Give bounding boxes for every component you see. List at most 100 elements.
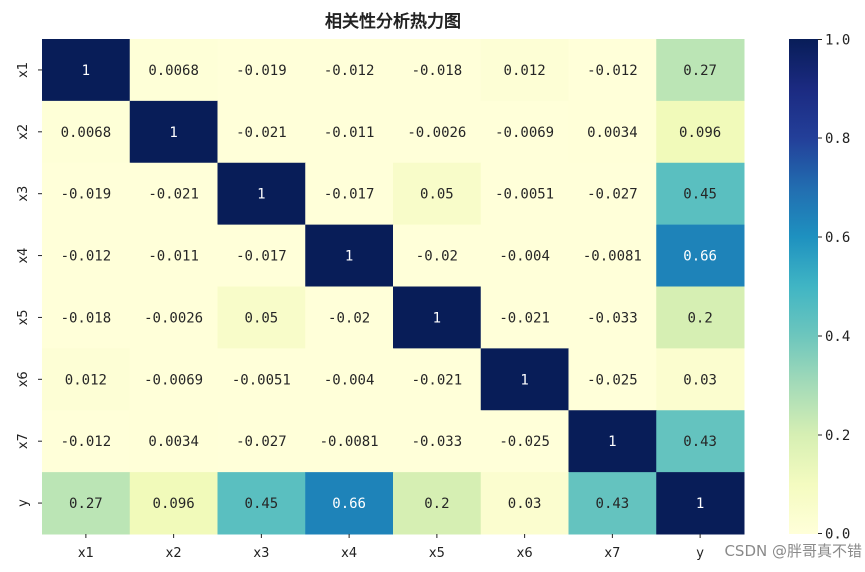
heatmap-cell: [217, 472, 306, 535]
cell-value-label: 0.0034: [587, 125, 638, 141]
cell-value-label: -0.0081: [583, 249, 642, 265]
cell-value-label: 1: [257, 187, 265, 203]
cell-value-label: -0.0069: [495, 125, 554, 141]
cell-value-label: 0.0034: [148, 434, 199, 450]
cell-value-label: -0.012: [61, 249, 112, 265]
heatmap-grid: 1 0.0068 -0.019 -0.012 -0.018 0.012 -0.012 0.27…: [42, 39, 745, 535]
heatmap-cell: [480, 224, 569, 287]
cell-value-label: 1: [433, 310, 441, 326]
cell-value-label: -0.0026: [144, 310, 203, 326]
heatmap-cell: [393, 286, 482, 349]
heatmap-cell: [656, 472, 745, 535]
cell-value-label: 0.096: [679, 125, 721, 141]
cell-value-label: -0.025: [499, 434, 550, 450]
heatmap-cell: [305, 410, 394, 473]
colorbar-gradient: [789, 39, 818, 534]
y-tick-label: x7: [16, 433, 31, 449]
x-tick-label: x6: [517, 546, 533, 561]
heatmap-cell: [129, 472, 218, 535]
cell-value-label: 0.43: [596, 496, 630, 512]
x-tick-label: y: [696, 546, 704, 561]
y-tick-label: x5: [16, 309, 31, 325]
heatmap-cell: [129, 162, 218, 226]
cell-value-label: 0.0068: [61, 125, 112, 141]
cell-value-label: 0.012: [65, 372, 107, 388]
heatmap-cell: [305, 286, 394, 349]
cell-value-label: 0.27: [69, 496, 103, 512]
x-tick-label: x2: [166, 546, 182, 561]
cell-value-label: 1: [345, 249, 353, 265]
cell-value-label: -0.025: [587, 372, 638, 388]
cell-value-label: -0.011: [148, 249, 199, 265]
heatmap-cell: [217, 224, 306, 287]
heatmap-cell: [656, 348, 745, 411]
cell-value-label: 0.45: [245, 496, 279, 512]
heatmap-cell: [393, 472, 482, 535]
cell-value-label: -0.0051: [495, 187, 554, 203]
cell-value-label: 0.66: [683, 249, 717, 265]
cell-value-label: -0.02: [416, 249, 458, 265]
heatmap-cell: [393, 348, 482, 411]
heatmap-cell: [393, 39, 482, 102]
heatmap-cell: [217, 100, 306, 164]
heatmap-cell: [217, 410, 306, 473]
colorbar-tick-label: 0.2: [825, 428, 850, 444]
heatmap-cell: [217, 39, 306, 102]
cell-value-label: -0.021: [499, 310, 550, 326]
heatmap-cell: [656, 162, 745, 226]
watermark: CSDN @胖哥真不错: [724, 542, 862, 560]
cell-value-label: 0.05: [420, 187, 454, 203]
colorbar-tick-label: 0.4: [825, 329, 850, 345]
colorbar-ticks: 0.0 0.2 0.4 0.6 0.8 1.0: [818, 33, 850, 543]
cell-value-label: -0.021: [236, 125, 287, 141]
heatmap-cell: [305, 100, 394, 164]
cell-value-label: 0.03: [508, 496, 542, 512]
heatmap-cell: [42, 286, 131, 349]
heatmap-cell: [480, 100, 569, 164]
heatmap-cell: [42, 162, 131, 226]
x-tick-label: x4: [341, 546, 357, 561]
heatmap-cell: [393, 162, 482, 226]
cell-value-label: -0.021: [412, 372, 463, 388]
heatmap-cell: [393, 224, 482, 287]
cell-value-label: -0.012: [587, 63, 638, 79]
cell-value-label: -0.012: [324, 63, 375, 79]
heatmap-cell: [42, 472, 131, 535]
y-axis-ticks: x1 x2 x3 x4 x5 x6 x7 y: [16, 62, 42, 507]
heatmap-cell: [393, 410, 482, 473]
cell-value-label: -0.019: [236, 63, 287, 79]
y-tick-label: x3: [16, 186, 31, 202]
heatmap-cell: [393, 100, 482, 164]
y-tick-label: x4: [16, 248, 31, 264]
colorbar-tick-label: 0.6: [825, 230, 850, 246]
cell-value-label: 0.66: [332, 496, 366, 512]
heatmap-cell: [656, 410, 745, 473]
heatmap-cell: [480, 348, 569, 411]
y-tick-label: x2: [16, 124, 31, 140]
heatmap-cell: [480, 286, 569, 349]
heatmap-cell: [129, 286, 218, 349]
cell-value-label: -0.033: [587, 310, 638, 326]
cell-value-label: 1: [520, 372, 528, 388]
heatmap-cell: [568, 39, 657, 102]
cell-value-label: -0.004: [499, 249, 550, 265]
heatmap-cell: [217, 286, 306, 349]
cell-value-label: -0.02: [328, 310, 370, 326]
cell-value-label: 0.03: [683, 372, 717, 388]
cell-value-label: 1: [82, 63, 90, 79]
cell-value-label: -0.0051: [232, 372, 291, 388]
heatmap-cell: [129, 410, 218, 473]
heatmap-cell: [129, 100, 218, 164]
cell-value-label: 0.0068: [148, 63, 199, 79]
colorbar-tick-label: 1.0: [825, 33, 850, 49]
heatmap-cell: [305, 224, 394, 287]
x-axis-ticks: x1 x2 x3 x4 x5 x6 x7 y: [78, 534, 704, 561]
cell-value-label: -0.017: [236, 249, 287, 265]
cell-value-label: 0.012: [504, 63, 546, 79]
heatmap-cell: [129, 39, 218, 102]
y-tick-label: y: [16, 499, 31, 507]
heatmap-cell: [568, 348, 657, 411]
y-tick-label: x1: [16, 62, 31, 78]
heatmap-cell: [42, 348, 131, 411]
